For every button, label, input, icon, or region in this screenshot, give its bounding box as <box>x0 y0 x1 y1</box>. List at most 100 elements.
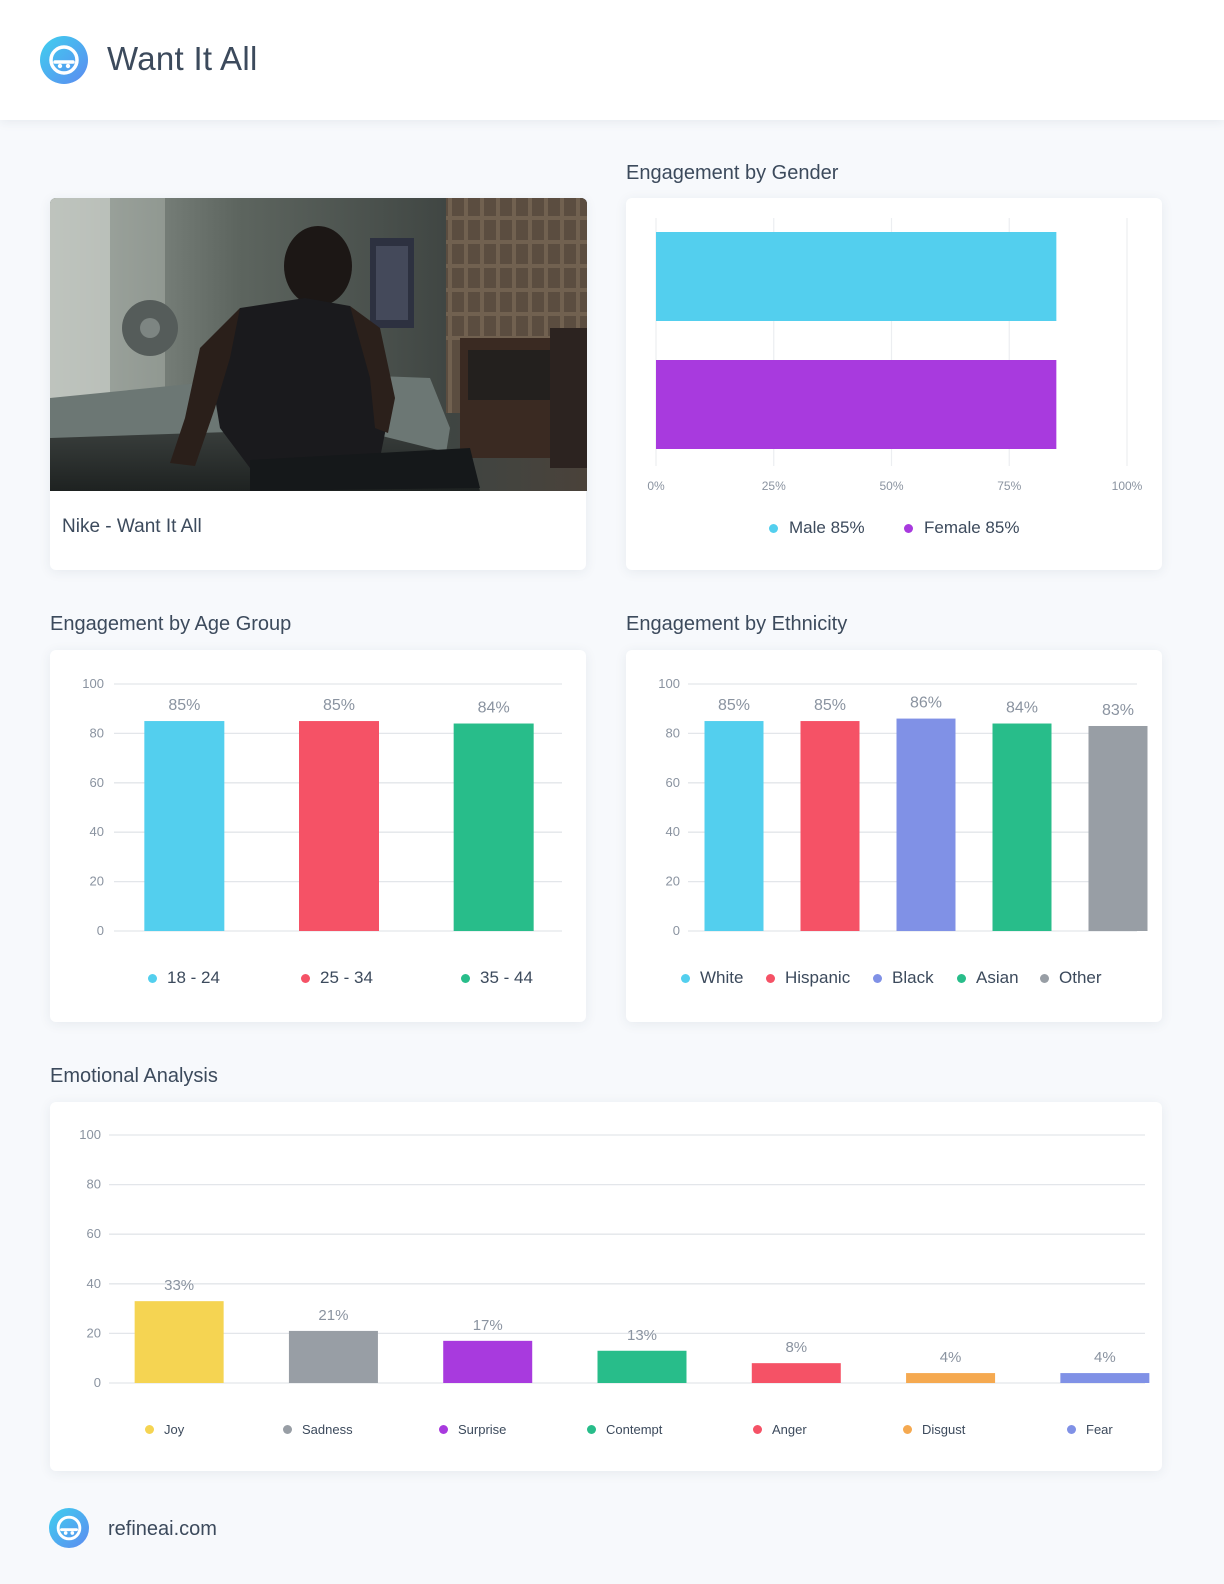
legend-item-18-24[interactable]: 18 - 24 <box>148 968 220 988</box>
legend-dot-icon <box>301 973 310 983</box>
page-title: Want It All <box>107 40 258 77</box>
legend-item-hispanic[interactable]: Hispanic <box>766 968 850 988</box>
bar-anger[interactable] <box>751 1363 841 1383</box>
y-tick-label: 40 <box>90 824 104 839</box>
gender-chart: 0% 25% 50% 75% 100% <box>647 218 1143 493</box>
legend-item-white[interactable]: White <box>681 968 743 988</box>
age-section-title: Engagement by Age Group <box>50 613 292 635</box>
legend-item-35-44[interactable]: 35 - 44 <box>461 968 533 988</box>
video-caption: Nike - Want It All <box>62 516 202 537</box>
data-label: 85% <box>718 697 750 714</box>
bar-black[interactable] <box>896 718 956 931</box>
y-tick-label: 20 <box>666 874 680 889</box>
legend-dot-icon <box>439 1425 448 1434</box>
age-legend: 18 - 24 25 - 34 35 - 44 <box>50 968 586 992</box>
bar-white[interactable] <box>704 721 764 931</box>
y-tick-label: 20 <box>87 1325 101 1340</box>
data-label: 4% <box>940 1349 962 1366</box>
y-tick-label: 80 <box>666 725 680 740</box>
y-tick-label: 20 <box>90 874 104 889</box>
legend-dot-icon <box>148 973 157 983</box>
x-tick-label: 50% <box>879 479 903 493</box>
legend-label: Sadness <box>302 1422 353 1437</box>
gender-chart-card: 0% 25% 50% 75% 100% Male 85% Female 85% <box>626 198 1162 570</box>
bar-female[interactable] <box>656 360 1057 449</box>
page-header: Want It All <box>0 0 1224 120</box>
legend-label: Male 85% <box>789 518 865 537</box>
bar-surprise[interactable] <box>443 1340 533 1383</box>
data-label: 83% <box>1102 702 1134 719</box>
bar-18-24[interactable] <box>144 721 225 931</box>
legend-item-other[interactable]: Other <box>1040 968 1102 988</box>
data-label: 17% <box>473 1317 503 1334</box>
legend-dot-icon <box>461 973 470 983</box>
legend-item-contempt[interactable]: Contempt <box>587 1422 662 1437</box>
video-card[interactable]: Nike - Want It All <box>50 198 587 570</box>
legend-label: Fear <box>1086 1422 1113 1437</box>
legend-item-sadness[interactable]: Sadness <box>283 1422 353 1437</box>
legend-label: Surprise <box>458 1422 507 1437</box>
bar-other[interactable] <box>1088 725 1148 931</box>
legend-dot-icon <box>283 1425 292 1434</box>
ethnicity-chart: 0 20 40 60 80 100 85% 85% 86% 84% 83% <box>658 676 1148 938</box>
video-thumbnail[interactable] <box>50 198 587 491</box>
legend-label: Asian <box>976 968 1019 987</box>
emotion-chart-card: 0 20 40 60 80 100 33% 21% 17% 13% 8% 4% 4% Joy Sadnes… <box>50 1102 1162 1471</box>
emotion-chart: 0 20 40 60 80 100 33% 21% 17% 13% 8% 4% 4% <box>79 1127 1150 1390</box>
age-chart-card: 0 20 40 60 80 100 85% 85% 84% 18 - 24 25 - 34 35 -… <box>50 650 586 1022</box>
legend-dot-icon <box>145 1425 154 1434</box>
y-tick-label: 80 <box>87 1177 101 1192</box>
bar-25-34[interactable] <box>299 721 379 931</box>
data-label: 8% <box>785 1339 807 1356</box>
gender-section-title: Engagement by Gender <box>626 162 839 184</box>
legend-dot-icon <box>753 1425 762 1434</box>
gender-legend: Male 85% Female 85% <box>626 518 1162 542</box>
footer-logo-icon <box>49 1508 89 1548</box>
data-label: 85% <box>168 697 200 714</box>
bar-contempt[interactable] <box>597 1350 687 1383</box>
legend-label: 18 - 24 <box>167 968 220 987</box>
legend-item-disgust[interactable]: Disgust <box>903 1422 965 1437</box>
legend-label: 35 - 44 <box>480 968 533 987</box>
bar-hispanic[interactable] <box>800 721 860 931</box>
legend-item-female-85[interactable]: Female 85% <box>904 518 1019 538</box>
x-tick-label: 25% <box>762 479 786 493</box>
y-tick-label: 0 <box>94 1375 101 1390</box>
legend-label: Joy <box>164 1422 185 1437</box>
bar-joy[interactable] <box>134 1301 224 1383</box>
bar-asian[interactable] <box>992 723 1052 931</box>
y-tick-label: 100 <box>658 676 680 691</box>
ethnicity-chart-card: 0 20 40 60 80 100 85% 85% 86% 84% 83% White Hispani… <box>626 650 1162 1022</box>
legend-label: Anger <box>772 1422 807 1437</box>
y-tick-label: 60 <box>87 1226 101 1241</box>
legend-item-fear[interactable]: Fear <box>1067 1422 1113 1437</box>
legend-dot-icon <box>1040 973 1049 983</box>
y-tick-label: 60 <box>90 775 104 790</box>
legend-label: Contempt <box>606 1422 663 1437</box>
y-tick-label: 60 <box>666 775 680 790</box>
legend-dot-icon <box>769 523 778 533</box>
ethnicity-section-title: Engagement by Ethnicity <box>626 613 848 635</box>
x-tick-label: 75% <box>997 479 1021 493</box>
legend-label: 25 - 34 <box>320 968 373 987</box>
legend-item-25-34[interactable]: 25 - 34 <box>301 968 373 988</box>
legend-item-male-85[interactable]: Male 85% <box>769 518 865 538</box>
bar-35-44[interactable] <box>453 723 534 931</box>
legend-dot-icon <box>873 973 882 983</box>
legend-item-anger[interactable]: Anger <box>753 1422 807 1437</box>
y-tick-label: 80 <box>90 725 104 740</box>
legend-item-asian[interactable]: Asian <box>957 968 1019 988</box>
emotion-section-title: Emotional Analysis <box>50 1065 218 1087</box>
legend-label: Hispanic <box>785 968 851 987</box>
bar-male[interactable] <box>656 232 1057 321</box>
legend-label: White <box>700 968 744 987</box>
legend-item-joy[interactable]: Joy <box>145 1422 184 1437</box>
data-label: 86% <box>910 695 942 712</box>
legend-item-surprise[interactable]: Surprise <box>439 1422 506 1437</box>
legend-label: Disgust <box>922 1422 966 1437</box>
y-tick-label: 100 <box>79 1127 101 1142</box>
bar-disgust[interactable] <box>906 1373 996 1383</box>
bar-sadness[interactable] <box>288 1330 378 1383</box>
bar-fear[interactable] <box>1060 1373 1150 1383</box>
legend-item-black[interactable]: Black <box>873 968 934 988</box>
